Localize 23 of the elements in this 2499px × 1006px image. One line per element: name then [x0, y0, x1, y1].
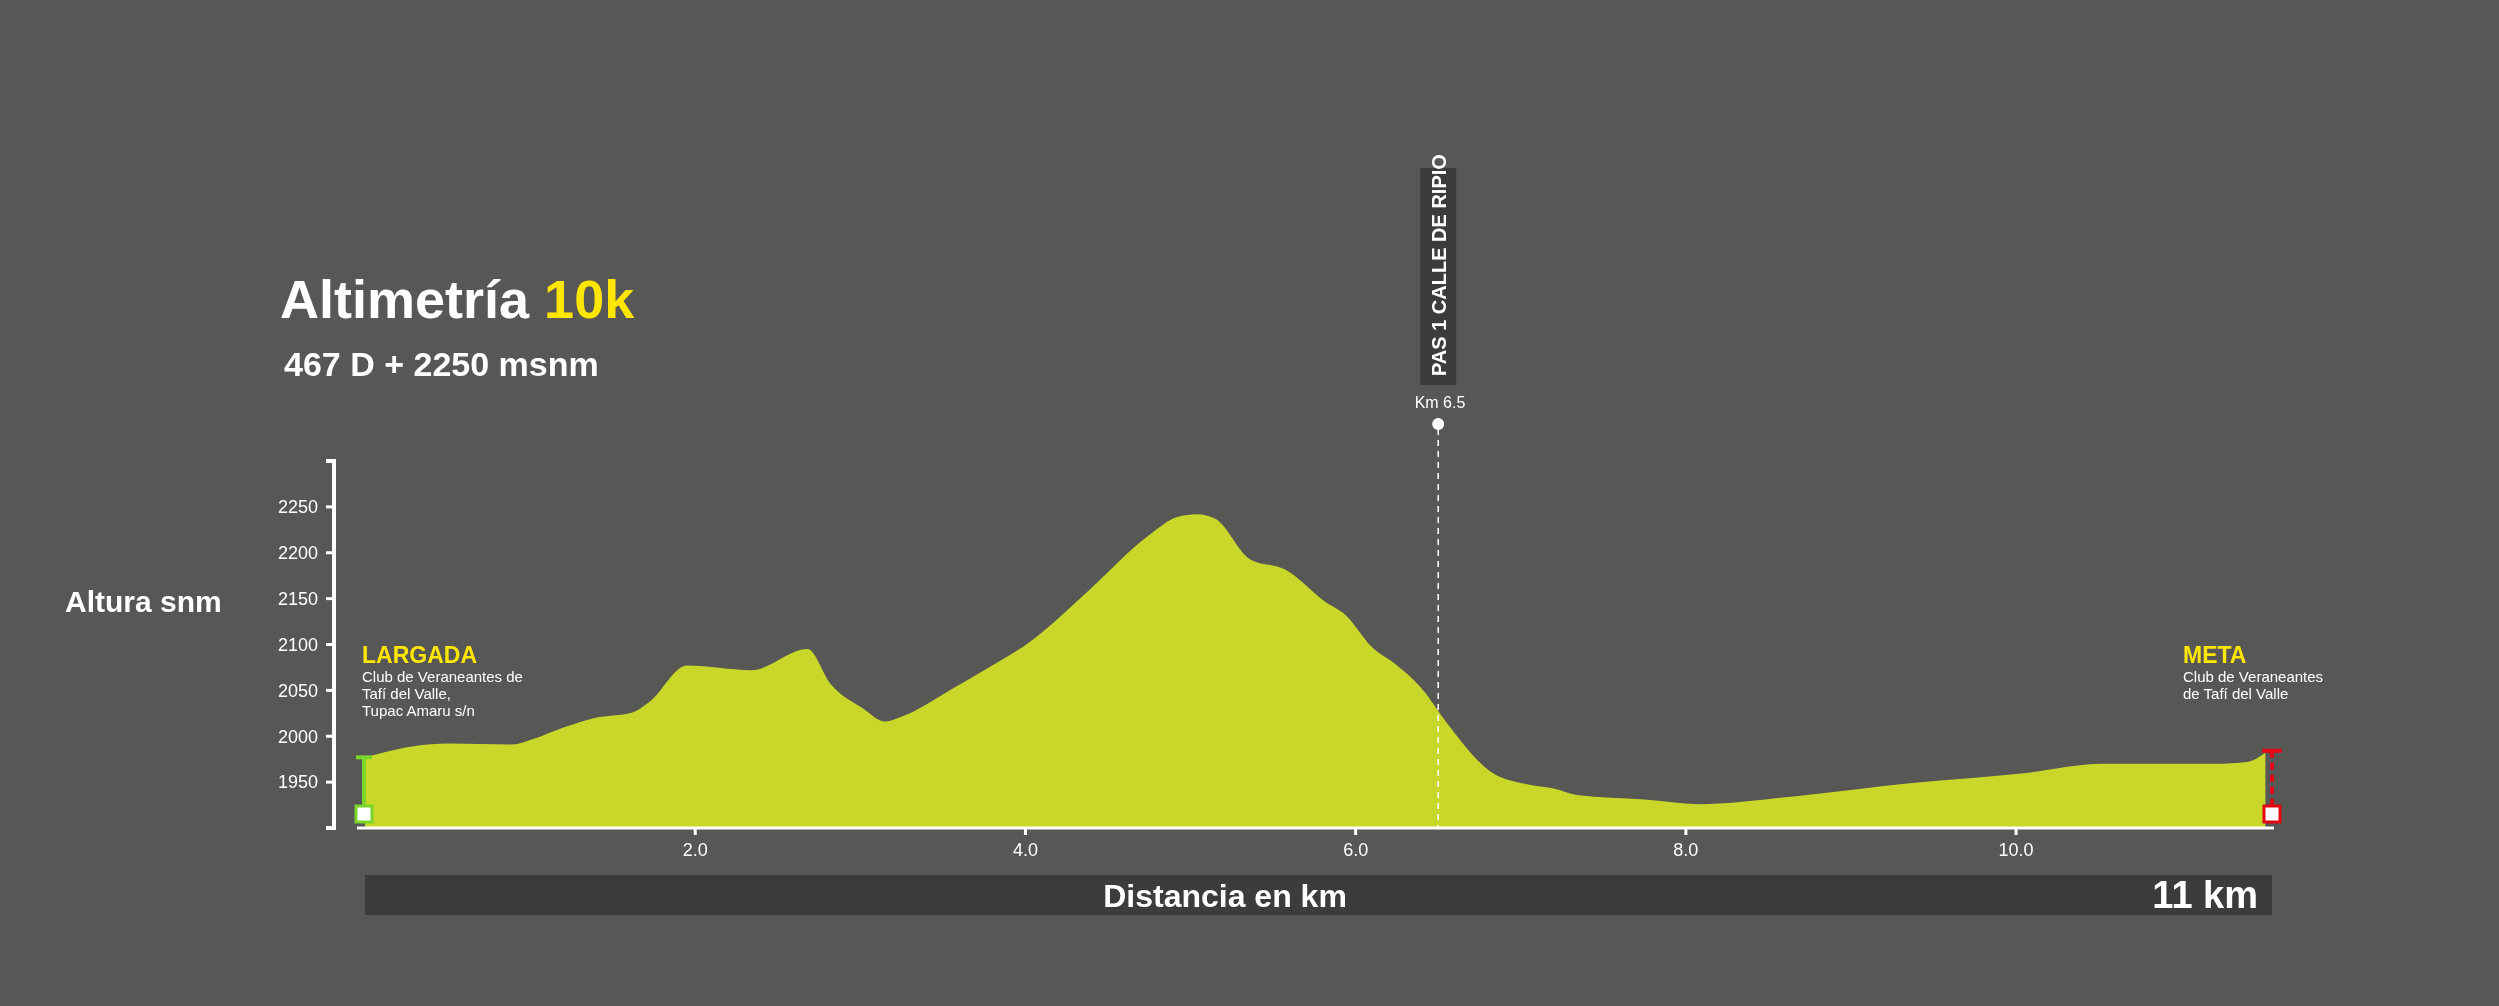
chart-title: Altimetría 10k [280, 269, 636, 329]
annotation: Club de Veraneantes de Tafí del Valle [2183, 668, 2324, 702]
y-tick-label: 2200 [277, 543, 318, 564]
y-tick-label: 2250 [277, 497, 318, 518]
y-tick-label: 2050 [277, 680, 318, 701]
text: 11 km [2152, 874, 2258, 916]
annotation: Club de Veraneantes de Tafí del Valle, Tupac Amaru s/n [362, 668, 523, 719]
x-tick-label: 8.0 [1673, 840, 1699, 860]
text: Km 6.5 [1414, 394, 1466, 411]
x-tick-label: 10.0 [1998, 840, 2034, 860]
x-tick-label: 2.0 [682, 840, 708, 860]
ref-line-label: PAS 1 CALLE DE RIPIO [1428, 154, 1451, 376]
y-tick-label: 2000 [277, 726, 318, 747]
x-tick-label: 4.0 [1012, 840, 1038, 860]
chart-subtitle: 467 D + 2250 msnm [284, 345, 599, 383]
x-tick-label: 6.0 [1343, 840, 1369, 860]
annotation: META [2183, 642, 2247, 668]
y-tick-label: 2100 [277, 634, 318, 655]
x-axis-title: Distancia en km [1103, 878, 1347, 914]
y-tick-label: 1950 [277, 772, 318, 793]
y-axis-title: Altura snm [65, 585, 222, 618]
y-tick-label: 2150 [277, 588, 318, 609]
annotation: LARGADA [362, 642, 477, 668]
